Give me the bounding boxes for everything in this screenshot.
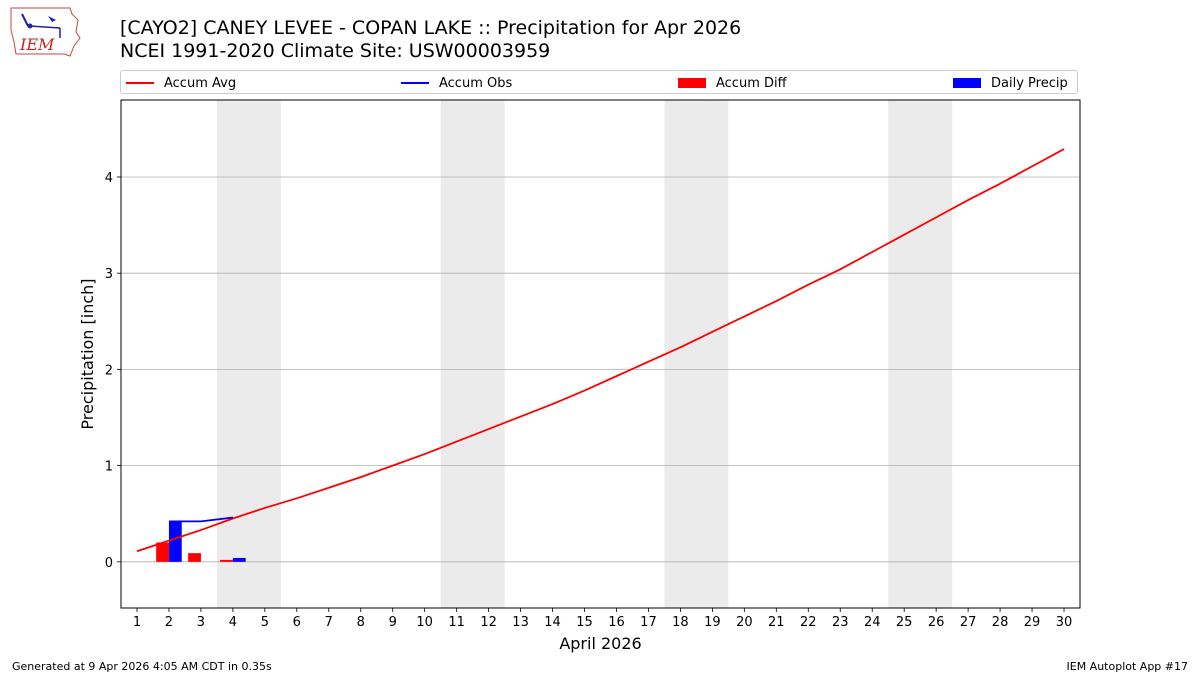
x-tick-label-4: 4 [229,615,237,630]
x-tick-label-29: 29 [1024,615,1041,630]
x-tick-label-10: 10 [416,615,433,630]
x-tick-label-28: 28 [992,615,1009,630]
y-tick-label-0: 0 [105,556,113,571]
x-tick-label-5: 5 [261,615,269,630]
x-tick-label-9: 9 [389,615,397,630]
legend-item-accum-avg: Accum Avg [126,74,236,92]
chart-title: [CAYO2] CANEY LEVEE - COPAN LAKE :: Prec… [120,17,742,39]
x-tick-label-11: 11 [448,615,465,630]
x-tick-label-14: 14 [544,615,561,630]
legend-swatch-accum-avg [126,82,154,84]
x-tick-label-12: 12 [480,615,497,630]
x-tick-label-3: 3 [197,615,205,630]
legend-item-accum-diff: Accum Diff [678,74,787,92]
x-tick-label-26: 26 [928,615,945,630]
x-tick-label-24: 24 [864,615,881,630]
x-tick-label-30: 30 [1056,615,1073,630]
iem-logo: IEM [8,6,82,64]
legend-swatch-accum-obs [401,82,429,84]
x-tick-label-2: 2 [165,615,173,630]
x-tick-label-20: 20 [736,615,753,630]
x-tick-label-21: 21 [768,615,785,630]
accum-avg-line [136,148,1065,553]
y-axis-label: Precipitation [inch] [78,278,97,429]
accum-diff-bar-3 [188,553,201,562]
x-tick-label-7: 7 [325,615,333,630]
weekend-shade-1 [440,100,505,608]
x-tick-label-16: 16 [608,615,625,630]
weekend-shade-0 [216,100,281,608]
accum-diff-bar-4 [220,559,233,562]
x-tick-label-8: 8 [357,615,365,630]
generated-note: Generated at 9 Apr 2026 4:05 AM CDT in 0… [12,660,272,673]
x-tick-label-27: 27 [960,615,977,630]
y-tick-label-1: 1 [105,460,113,475]
y-tick-label-3: 3 [105,267,113,282]
x-tick-label-23: 23 [832,615,849,630]
legend-label-daily-precip: Daily Precip [991,75,1068,91]
x-tick-label-18: 18 [672,615,689,630]
weekend-shade-3 [888,100,953,608]
x-tick-label-15: 15 [576,615,593,630]
x-tick-label-6: 6 [293,615,301,630]
accum-diff-bar-2 [156,542,169,562]
chart-subtitle: NCEI 1991-2020 Climate Site: USW00003959 [120,40,551,62]
x-axis-label: April 2026 [559,634,641,653]
legend-item-accum-obs: Accum Obs [401,74,512,92]
x-tick-label-17: 17 [640,615,657,630]
legend-label-accum-diff: Accum Diff [716,75,787,91]
y-tick-label-4: 4 [105,171,113,186]
x-tick-label-13: 13 [512,615,529,630]
legend: Accum Avg Accum Obs Accum Diff Daily Pre… [120,70,1078,94]
plot-frame [120,99,1081,609]
daily-precip-bar-4 [232,557,246,562]
x-tick-label-25: 25 [896,615,913,630]
x-tick-label-22: 22 [800,615,817,630]
legend-label-accum-avg: Accum Avg [164,75,237,91]
x-tick-label-1: 1 [133,615,141,630]
accum-obs-line [168,516,233,523]
legend-label-accum-obs: Accum Obs [439,75,513,91]
app-note: IEM Autoplot App #17 [1066,660,1189,673]
x-tick-label-19: 19 [704,615,721,630]
logo-text: IEM [19,35,55,54]
legend-item-daily-precip: Daily Precip [953,74,1068,92]
legend-swatch-accum-diff [678,78,706,88]
legend-swatch-daily-precip [953,78,981,88]
daily-precip-bar-2 [168,521,182,562]
weekend-shade-2 [664,100,729,608]
y-tick-label-2: 2 [105,363,113,378]
